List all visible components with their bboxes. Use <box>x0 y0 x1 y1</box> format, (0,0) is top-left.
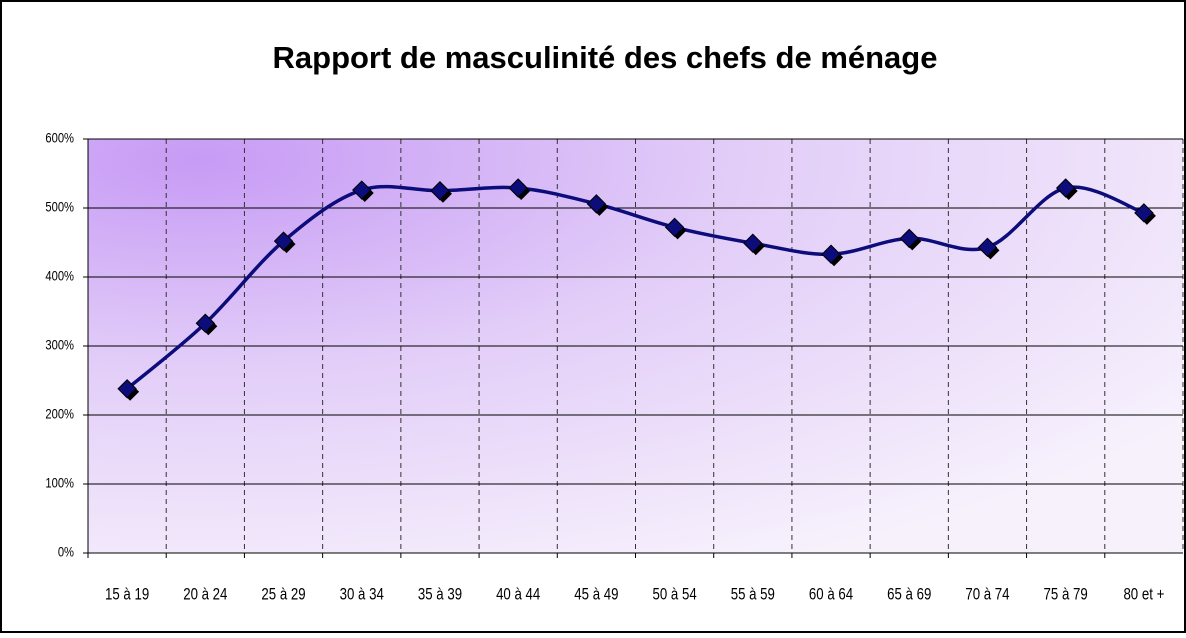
marker <box>821 244 841 264</box>
x-tick-label: 55 à 59 <box>731 585 775 604</box>
x-tick-label: 60 à 64 <box>809 585 854 604</box>
marker <box>1055 178 1076 198</box>
x-tick-label: 20 à 24 <box>183 585 228 604</box>
x-tick-label: 40 à 44 <box>496 585 541 604</box>
marker <box>273 231 294 251</box>
marker <box>117 379 137 399</box>
marker <box>743 233 763 253</box>
y-tick-label: 300% <box>45 338 74 353</box>
x-tick-label: 70 à 74 <box>965 585 1010 604</box>
marker <box>352 180 372 200</box>
x-tick-label: 35 à 39 <box>418 585 462 604</box>
marker <box>899 228 919 249</box>
x-tick-label: 50 à 54 <box>652 585 697 604</box>
y-tick-label: 500% <box>45 200 74 215</box>
y-tick-label: 600% <box>45 131 74 146</box>
x-tick-label: 15 à 19 <box>105 585 149 604</box>
y-tick-label: 0% <box>58 545 74 560</box>
x-tick-label: 30 à 34 <box>340 585 385 604</box>
x-tick-label: 75 à 79 <box>1044 585 1088 604</box>
y-tick-label: 100% <box>45 476 74 491</box>
y-tick-label: 400% <box>45 269 74 284</box>
marker <box>508 178 528 198</box>
chart-title: Rapport de masculinité des chefs de ména… <box>273 40 938 75</box>
marker <box>586 194 607 214</box>
x-tick-label: 65 à 69 <box>887 585 931 604</box>
x-tick-label: 80 et + <box>1123 585 1164 604</box>
marker <box>430 181 450 201</box>
marker <box>195 313 216 333</box>
marker <box>664 217 685 238</box>
x-tick-label: 25 à 29 <box>261 585 305 604</box>
marker <box>977 237 998 258</box>
marker <box>1134 203 1154 223</box>
y-tick-label: 200% <box>45 407 74 422</box>
x-tick-label: 45 à 49 <box>574 585 618 604</box>
